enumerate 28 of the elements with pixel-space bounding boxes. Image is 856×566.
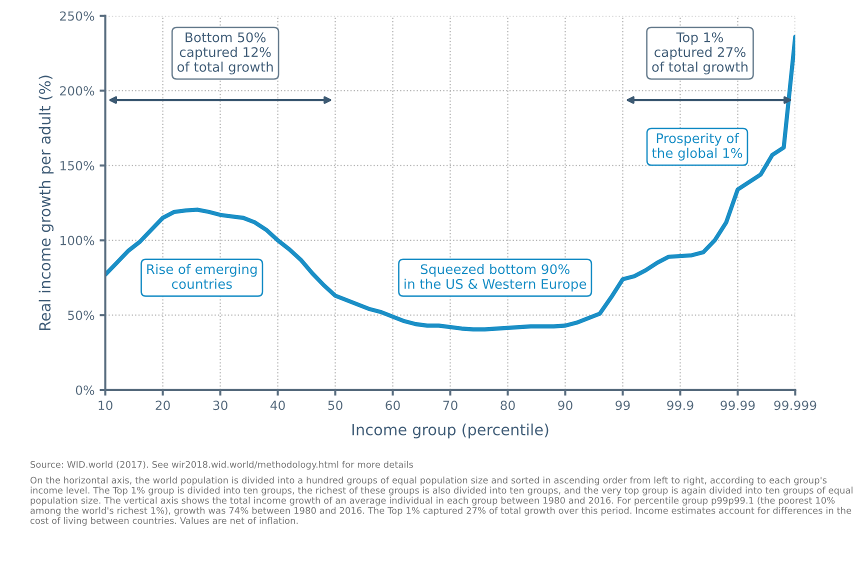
x-tick-label: 60 [386, 400, 400, 410]
x-tick-label: 50 [328, 400, 342, 410]
annotation: Bottom 50% captured 12% of total growth [177, 32, 273, 74]
x-tick-label: 99 [616, 400, 630, 410]
x-tick-label: 10 [98, 400, 112, 410]
source-note: Source: WID.world (2017). See wir2018.wid.world/methodology.html for more details [30, 460, 413, 470]
x-tick-label: 99.999 [774, 400, 816, 410]
x-tick-label: 20 [156, 400, 170, 410]
x-tick-label: 70 [443, 400, 458, 410]
x-axis-title: Income group (percentile) [352, 424, 548, 438]
y-tick-label: 200% [60, 86, 94, 96]
x-tick-label: 30 [213, 400, 228, 410]
x-tick-label: 90 [558, 400, 572, 410]
annotation: Rise of emerging countries [147, 264, 257, 289]
x-tick-label: 99.9 [667, 400, 694, 410]
y-tick-label: 250% [60, 11, 94, 21]
y-tick-label: 50% [68, 310, 94, 320]
text: On the horizontal axis, the world population is divided into a hundred groups of equal population size and sorted in ascending order from left to right, according to each group's income level. The Top 1% group is divided into ten groups, the richest of these groups is also divided into ten groups, and the very top group is again divided into ten groups of equal population size. The vertical axis shows the total income growth of an average individual in each group between 1980 and 2016. For percentile group p99p99.1 (the poorest 10% among the world's richest 1%), growth was 74% between 1980 and 2016. The Top 1% captured 27% of total growth over this period. Income estimates account for differences in the cost of living between countries. Values are net of inflation. [30, 476, 852, 526]
y-tick-label: 0% [76, 385, 94, 395]
y-axis-title: Real income growth per adult (%) [38, 76, 54, 330]
x-tick-label: 99.99 [720, 400, 755, 410]
annotation: Prosperity of the global 1% [652, 133, 742, 161]
y-tick-label: 150% [60, 160, 94, 170]
x-tick-label: 40 [270, 400, 285, 410]
annotation: Top 1% captured 27% of total growth [652, 32, 748, 74]
x-tick-label: 80 [500, 400, 515, 410]
annotation: Squeezed bottom 90% in the US & Western Europe [404, 264, 586, 292]
y-tick-label: 100% [60, 236, 94, 246]
